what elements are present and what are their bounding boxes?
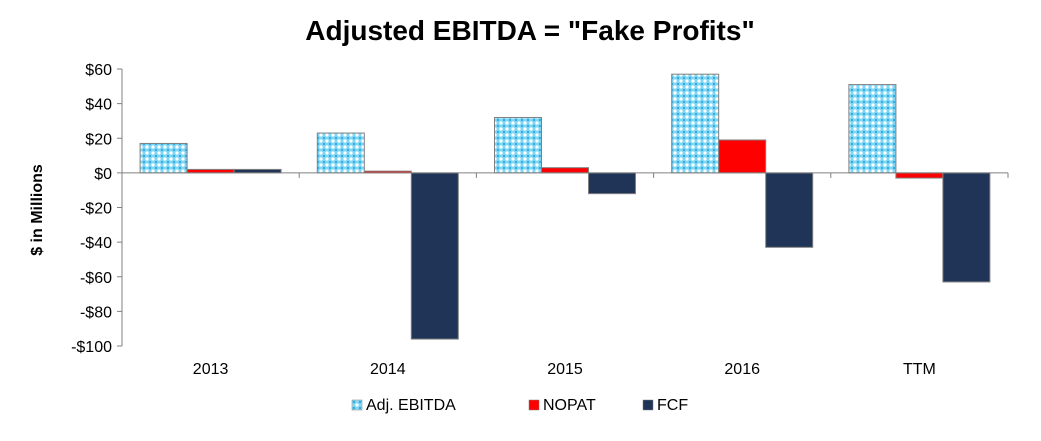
bars (139, 73, 991, 340)
bar-adj-ebitda-2014 (316, 132, 365, 174)
legend-label: NOPAT (543, 397, 596, 414)
y-tick-label: -$80 (80, 304, 112, 321)
bar-fcf-2015 (588, 172, 636, 195)
bar-adj-ebitda-2013 (139, 142, 188, 174)
x-tick-label: 2014 (370, 361, 406, 378)
y-tick-label: $0 (94, 166, 112, 183)
bar-fcf-2013 (233, 168, 282, 174)
bar-fcf-2014 (410, 172, 459, 340)
chart-title: Adjusted EBITDA = "Fake Profits" (305, 15, 754, 46)
bar-fcf-2016 (765, 172, 814, 248)
legend-label: FCF (657, 397, 688, 414)
legend-swatch (642, 399, 654, 411)
bar-adj-ebitda-2016 (671, 73, 720, 174)
x-axis: 2013 2014 2015 2016 TTM (121, 172, 1009, 378)
bar-fcf-ttm (942, 172, 991, 283)
y-tick-label: -$40 (80, 235, 112, 252)
x-tick-label: 2013 (193, 361, 229, 378)
bar-nopat-2015 (541, 167, 589, 174)
y-axis: $60 $40 $20 $0 -$20 -$40 -$60 -$80 -$100 (71, 62, 123, 356)
x-tick-label: TTM (903, 361, 936, 378)
legend: Adj. EBITDA NOPAT FCF (351, 397, 688, 414)
x-tick-label: 2016 (724, 361, 760, 378)
y-tick-label: $40 (85, 97, 112, 114)
y-tick-label: -$100 (71, 339, 112, 356)
bar-nopat-2016 (718, 139, 767, 174)
legend-swatch (528, 399, 540, 411)
legend-swatch (351, 399, 363, 411)
bar-adj-ebitda-ttm (848, 84, 897, 174)
y-tick-label: -$60 (80, 270, 112, 287)
y-tick-label: -$20 (80, 201, 112, 218)
bar-nopat-2013 (186, 168, 235, 174)
legend-label: Adj. EBITDA (366, 397, 456, 414)
bar-nopat-ttm (895, 172, 944, 179)
x-tick-label: 2015 (547, 361, 583, 378)
bar-adj-ebitda-2015 (494, 116, 542, 174)
y-tick-label: $20 (85, 131, 112, 148)
y-axis-title: $ in Millions (29, 164, 46, 256)
y-tick-label: $60 (85, 62, 112, 79)
